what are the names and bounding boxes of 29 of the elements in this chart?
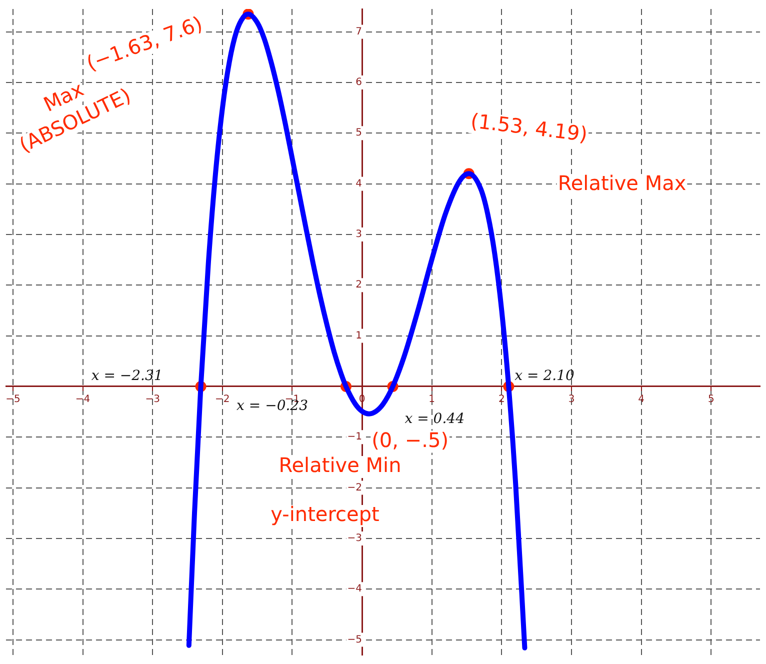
x-tick-label: −3 <box>145 394 160 406</box>
y-tick-label: 6 <box>356 77 362 88</box>
y-tick-label: −1 <box>347 432 362 443</box>
x-tick-label: −2 <box>215 394 230 406</box>
annotation: (0, −.5) <box>372 428 448 452</box>
annotation: x = 2.10 <box>514 368 574 384</box>
x-tick-label: −5 <box>6 394 20 406</box>
y-tick-label: 5 <box>356 128 362 139</box>
y-tick-label: −5 <box>347 634 362 646</box>
y-tick-label: 3 <box>356 229 362 240</box>
annotation: x = 0.44 <box>404 411 464 428</box>
x-tick-label: 4 <box>638 394 644 406</box>
y-tick-label: 2 <box>356 280 362 291</box>
annotation: x = −2.31 <box>91 368 163 384</box>
y-tick-label: 7 <box>356 26 362 38</box>
annotation: (1.53, 4.19) <box>469 108 589 146</box>
y-tick-label: 4 <box>356 178 362 190</box>
x-tick-label: 3 <box>568 394 575 406</box>
annotation: Relative Min <box>278 453 402 478</box>
x-tick-label: 5 <box>708 394 714 406</box>
annotation: Relative Max <box>558 171 686 196</box>
y-tick-label: −3 <box>347 533 362 544</box>
x-tick-label: 2 <box>498 394 505 406</box>
y-tick-label: −4 <box>347 584 362 595</box>
annotation: y-intercept <box>270 502 380 526</box>
y-tick-label: −2 <box>347 482 362 494</box>
y-tick-label: 1 <box>356 330 362 342</box>
x-tick-label: 1 <box>428 394 436 406</box>
x-tick-label: −4 <box>75 394 90 406</box>
